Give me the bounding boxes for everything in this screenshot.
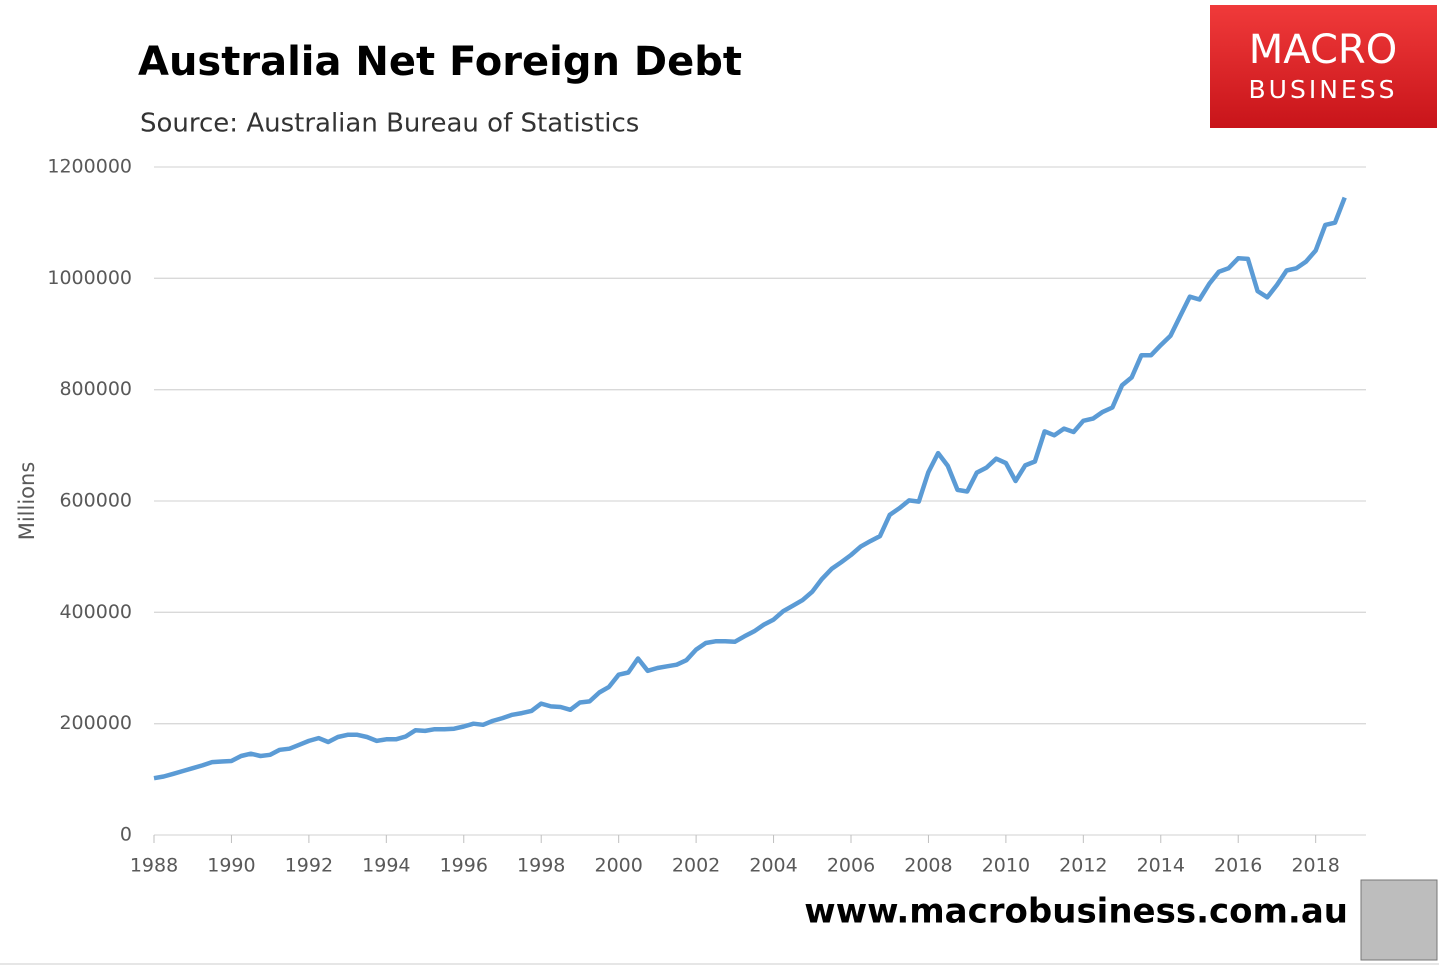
x-tick-label: 2002 bbox=[672, 855, 720, 877]
x-tick-label: 1992 bbox=[285, 855, 333, 877]
chart-title: Australia Net Foreign Debt bbox=[138, 39, 742, 85]
chart-subtitle: Source: Australian Bureau of Statistics bbox=[140, 109, 639, 139]
x-tick-label: 2000 bbox=[594, 855, 642, 877]
y-tick-label: 800000 bbox=[59, 378, 132, 400]
x-tick-label: 1990 bbox=[207, 855, 255, 877]
footer-url: www.macrobusiness.com.au bbox=[804, 892, 1348, 932]
logo-text: BUSINESS bbox=[1249, 75, 1398, 104]
y-tick-label: 1000000 bbox=[47, 267, 132, 289]
data-line bbox=[153, 196, 1347, 781]
x-tick-label: 2004 bbox=[749, 855, 797, 877]
x-tick-label: 2012 bbox=[1059, 855, 1107, 877]
y-tick-label: 600000 bbox=[59, 490, 132, 512]
y-tick-label: 400000 bbox=[59, 601, 132, 623]
x-tick-label: 2008 bbox=[904, 855, 952, 877]
y-tick-label: 200000 bbox=[59, 712, 132, 734]
logo-icon bbox=[1360, 879, 1438, 961]
y-axis-label: Millions bbox=[15, 462, 39, 541]
logo-text: MACRO bbox=[1249, 27, 1397, 73]
x-tick-label: 2014 bbox=[1137, 855, 1185, 877]
x-tick-label: 1998 bbox=[517, 855, 565, 877]
x-tick-label: 1996 bbox=[440, 855, 488, 877]
x-tick-label: 2016 bbox=[1214, 855, 1262, 877]
x-tick-label: 1994 bbox=[362, 855, 410, 877]
y-tick-label: 0 bbox=[120, 824, 132, 846]
x-tick-label: 1988 bbox=[130, 855, 178, 877]
y-tick-label: 1200000 bbox=[47, 156, 132, 178]
x-tick-label: 2018 bbox=[1291, 855, 1339, 877]
x-tick-label: 2006 bbox=[827, 855, 875, 877]
x-tick-label: 2010 bbox=[982, 855, 1030, 877]
logo-box bbox=[1210, 5, 1437, 128]
